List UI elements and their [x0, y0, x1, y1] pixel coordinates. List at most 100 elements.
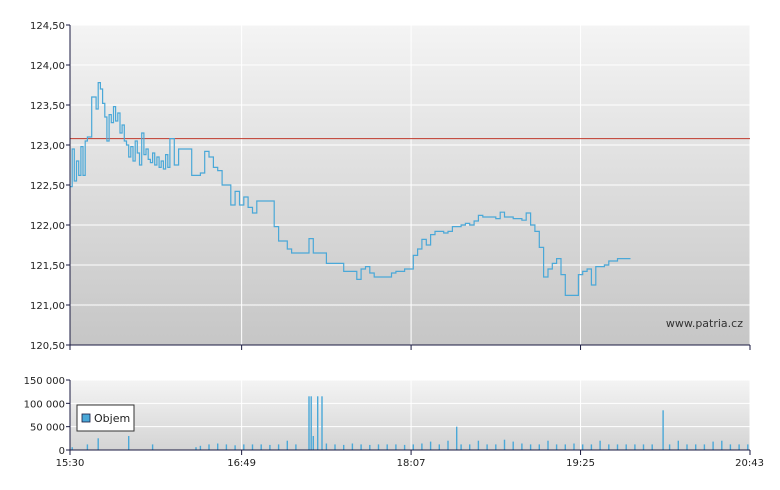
volume-bar: [634, 444, 636, 450]
volume-bar: [421, 443, 423, 450]
volume-bar: [495, 444, 497, 450]
volume-bar: [412, 444, 414, 450]
volume-bar: [128, 436, 130, 450]
volume-bar: [269, 444, 271, 450]
volume-bar: [521, 443, 523, 450]
volume-bar: [564, 444, 566, 450]
x-tick-label: 15:30: [56, 458, 85, 469]
volume-bar: [308, 396, 310, 450]
volume-bar: [151, 444, 154, 450]
volume-bar: [738, 444, 740, 450]
volume-bar: [486, 444, 488, 450]
volume-bar: [277, 444, 280, 450]
volume-bar: [616, 444, 619, 450]
volume-bar: [343, 444, 345, 450]
price-y-tick-label: 122,50: [30, 181, 65, 192]
volume-bar: [460, 444, 462, 450]
volume-bar: [729, 444, 732, 450]
volume-bar: [386, 444, 388, 450]
volume-bar: [703, 444, 706, 450]
volume-bar: [310, 396, 312, 450]
volume-bar: [547, 440, 549, 450]
volume-grid: [70, 379, 751, 450]
price-line: [70, 82, 631, 296]
volume-bar: [71, 447, 73, 450]
volume-bar: [608, 444, 610, 450]
price-series: [70, 82, 631, 296]
volume-bar: [677, 440, 679, 450]
volume-bar: [429, 441, 432, 450]
volume-bar: [325, 443, 328, 450]
volume-bar: [538, 444, 540, 450]
volume-bar: [243, 444, 245, 450]
volume-legend: Objem: [76, 404, 135, 432]
x-tick-label: 18:07: [397, 458, 426, 469]
volume-series: [71, 396, 749, 450]
volume-bar: [469, 444, 471, 450]
volume-y-tick-label: 50 000: [30, 423, 65, 434]
price-y-tick-label: 120,50: [30, 341, 65, 352]
volume-bar: [321, 396, 323, 450]
volume-bar: [668, 444, 671, 450]
x-tick-label: 19:25: [566, 458, 595, 469]
volume-bar: [438, 444, 440, 450]
price-panel: 124,50 124,00 123,50 123,00 122,50 122,00 121,…: [30, 21, 751, 352]
volume-bar: [403, 444, 406, 450]
volume-bar: [199, 445, 202, 450]
volume-bar: [260, 444, 262, 450]
volume-bar: [334, 444, 336, 450]
volume-bar: [208, 444, 210, 450]
price-y-tick-label: 123,50: [30, 101, 65, 112]
price-y-tick-label: 123,00: [30, 141, 65, 152]
volume-y-axis-ticks: 150 000 100 000 50 000 0: [24, 376, 70, 457]
volume-bar: [747, 444, 749, 450]
volume-bar: [503, 439, 506, 450]
volume-bar: [97, 438, 99, 450]
volume-bar: [234, 445, 236, 450]
volume-bar: [582, 444, 584, 450]
volume-bar: [625, 444, 627, 450]
volume-bar: [225, 444, 228, 450]
volume-bar: [721, 440, 723, 450]
volume-bar: [351, 443, 354, 450]
volume-bar: [512, 441, 514, 450]
volume-bar: [312, 436, 314, 450]
volume-bar: [651, 444, 653, 450]
volume-bar: [369, 444, 371, 450]
x-tick-label: 16:49: [227, 458, 256, 469]
volume-bar: [456, 426, 458, 450]
volume-y-tick-label: 150 000: [24, 376, 65, 387]
volume-bar: [317, 396, 319, 450]
volume-bar: [686, 444, 688, 450]
volume-bar: [590, 444, 593, 450]
price-y-tick-label: 124,50: [30, 21, 65, 32]
volume-bar: [195, 447, 197, 450]
volume-bar: [573, 443, 575, 450]
watermark: www.patria.cz: [666, 317, 743, 330]
price-y-tick-label: 122,00: [30, 221, 65, 232]
volume-bar: [377, 444, 380, 450]
legend-label: Objem: [94, 412, 130, 425]
volume-bar: [529, 444, 532, 450]
volume-bar: [662, 410, 664, 450]
volume-bar: [395, 444, 397, 450]
volume-plot-background: [70, 380, 750, 450]
price-y-tick-label: 121,50: [30, 261, 65, 272]
volume-bar: [477, 440, 480, 450]
price-y-tick-label: 124,00: [30, 61, 65, 72]
volume-bar: [217, 443, 219, 450]
volume-bar: [286, 440, 288, 450]
price-x-axis-ticks: [69, 345, 751, 350]
volume-bar: [447, 440, 449, 450]
volume-y-tick-label: 0: [59, 446, 65, 457]
legend-swatch: [81, 413, 91, 423]
volume-bar: [599, 440, 601, 450]
volume-bar: [695, 444, 697, 450]
volume-bar: [251, 444, 254, 450]
volume-bar: [86, 444, 89, 450]
volume-bar: [642, 444, 645, 450]
volume-bar: [360, 444, 362, 450]
price-y-axis-ticks: 124,50 124,00 123,50 123,00 122,50 122,00 121,…: [30, 21, 70, 352]
volume-x-axis-ticks: 15:30 16:49 18:07 19:25 20:43: [56, 450, 764, 469]
volume-bar: [295, 444, 297, 450]
